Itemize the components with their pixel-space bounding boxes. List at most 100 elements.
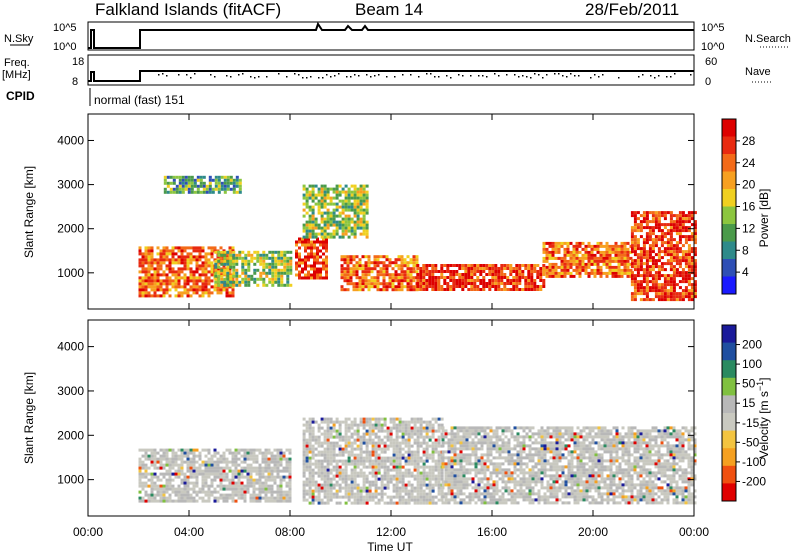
heatmap-cell — [614, 253, 618, 257]
heatmap-cell — [138, 466, 142, 470]
heatmap-cell — [267, 487, 271, 491]
nave-dot — [378, 74, 380, 76]
heatmap-cell — [422, 495, 426, 499]
heatmap-cell — [425, 471, 429, 475]
heatmap-cell — [252, 484, 256, 488]
heatmap-cell — [356, 205, 360, 209]
heatmap-cell — [468, 498, 472, 502]
heatmap-cell — [441, 453, 445, 457]
heatmap-cell — [180, 255, 184, 259]
heatmap-cell — [623, 244, 627, 248]
heatmap-cell — [362, 438, 366, 442]
heatmap-cell — [657, 235, 661, 239]
heatmap-cell — [382, 261, 386, 265]
heatmap-cell — [394, 264, 398, 268]
heatmap-cell — [657, 277, 661, 281]
heatmap-cell — [437, 444, 441, 448]
heatmap-cell — [464, 273, 468, 276]
heatmap-cell — [474, 435, 478, 439]
heatmap-cell — [159, 255, 163, 259]
heatmap-cell — [515, 270, 519, 273]
heatmap-cell — [467, 264, 471, 267]
heatmap-cell — [498, 465, 502, 469]
heatmap-cell — [305, 423, 309, 427]
heatmap-cell — [560, 271, 564, 275]
heatmap-cell — [386, 444, 390, 448]
heatmap-cell — [563, 253, 567, 257]
heatmap-cell — [648, 271, 652, 275]
heatmap-cell — [234, 454, 238, 458]
heatmap-cell — [642, 298, 646, 302]
heatmap-cell — [311, 223, 315, 227]
heatmap-cell — [410, 444, 414, 448]
heatmap-cell — [515, 288, 519, 291]
heatmap-cell — [362, 486, 366, 490]
heatmap-cell — [356, 489, 360, 493]
heatmap-cell — [462, 432, 466, 436]
heatmap-cell — [243, 496, 247, 500]
heatmap-cell — [352, 258, 356, 262]
heatmap-cell — [678, 295, 682, 299]
heatmap-cell — [356, 486, 360, 490]
heatmap-cell — [138, 496, 142, 500]
heatmap-cell — [440, 288, 444, 291]
nave-dot — [322, 77, 324, 79]
heatmap-cell — [599, 259, 603, 263]
heatmap-cell — [383, 444, 387, 448]
nsky-tick-bottom: 10^0 — [53, 41, 77, 53]
heatmap-cell — [563, 241, 567, 245]
heatmap-cell — [633, 259, 637, 263]
heatmap-cell — [486, 501, 490, 505]
heatmap-cell — [304, 267, 307, 271]
heatmap-cell — [504, 459, 508, 463]
heatmap-cell — [545, 241, 549, 245]
heatmap-cell — [434, 420, 438, 424]
heatmap-cell — [398, 429, 402, 433]
heatmap-cell — [367, 279, 371, 283]
heatmap-cell — [350, 444, 354, 448]
heatmap-cell — [329, 480, 333, 484]
heatmap-cell — [633, 298, 637, 302]
heatmap-cell — [247, 262, 251, 266]
heatmap-cell — [198, 279, 202, 283]
heatmap-cell — [389, 474, 393, 478]
heatmap-cell — [295, 243, 298, 247]
heatmap-cell — [159, 448, 163, 452]
heatmap-cell — [276, 466, 280, 470]
heatmap-cell — [144, 490, 148, 494]
heatmap-cell — [141, 454, 145, 458]
heatmap-cell — [338, 199, 342, 203]
heatmap-cell — [314, 232, 318, 236]
heatmap-cell — [162, 484, 166, 488]
heatmap-cell — [183, 291, 187, 295]
colorbar-swatch — [722, 259, 736, 277]
heatmap-cell — [441, 450, 445, 454]
heatmap-cell — [332, 229, 336, 233]
heatmap-cell — [220, 283, 224, 287]
heatmap-cell — [359, 474, 363, 478]
heatmap-cell — [371, 438, 375, 442]
heatmap-cell — [201, 282, 205, 286]
heatmap-cell — [199, 178, 203, 182]
heatmap-cell — [150, 454, 154, 458]
heatmap-cell — [310, 246, 313, 250]
heatmap-cell — [693, 253, 697, 257]
nave-dot — [570, 73, 572, 75]
heatmap-cell — [468, 432, 472, 436]
heatmap-cell — [431, 285, 435, 288]
heatmap-cell — [368, 465, 372, 469]
heatmap-cell — [654, 244, 658, 248]
heatmap-cell — [198, 466, 202, 470]
heatmap-cell — [241, 256, 245, 260]
heatmap-cell — [456, 459, 460, 463]
heatmap-cell — [440, 264, 444, 267]
heatmap-cell — [262, 259, 266, 263]
heatmap-cell — [183, 261, 187, 265]
heatmap-cell — [572, 253, 576, 257]
heatmap-cell — [356, 483, 360, 487]
heatmap-cell — [347, 498, 351, 502]
heatmap-cell — [276, 463, 280, 467]
heatmap-cell — [672, 289, 676, 293]
heatmap-cell — [225, 448, 229, 452]
heatmap-cell — [515, 267, 519, 270]
